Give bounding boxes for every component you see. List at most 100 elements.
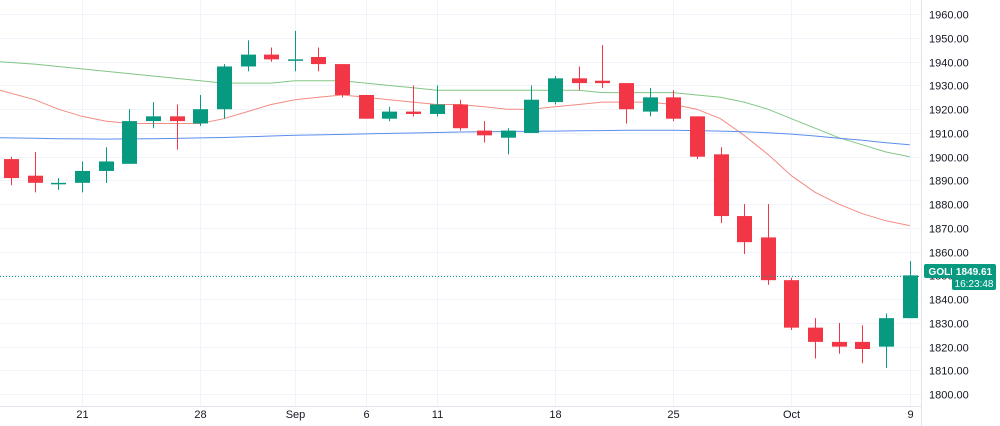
candle: [99, 147, 114, 183]
moving-average-line-1: [0, 61, 910, 158]
candle-body: [548, 78, 563, 103]
candle: [595, 45, 610, 88]
candle-body: [75, 170, 90, 183]
candle-body: [690, 116, 705, 157]
y-tick-label: 1810.00: [929, 366, 969, 378]
y-tick-label: 1910.00: [929, 129, 969, 141]
candle-body: [643, 97, 658, 112]
candle-body: [501, 130, 516, 138]
candle: [406, 85, 421, 117]
candle-body: [430, 104, 445, 114]
candle-body: [784, 280, 799, 328]
candle-body: [122, 121, 137, 164]
candle: [264, 47, 279, 62]
candle: [619, 83, 634, 124]
countdown-label: 16:23:48: [955, 279, 994, 290]
candle: [311, 47, 326, 72]
y-tick-label: 1890.00: [929, 176, 969, 188]
x-tick-label: 21: [76, 409, 88, 421]
candle: [832, 322, 847, 354]
candle-body: [714, 154, 729, 217]
candle: [51, 178, 66, 190]
candle: [690, 116, 705, 160]
candle-body: [524, 99, 539, 133]
candle-body: [241, 54, 256, 67]
candle: [122, 109, 137, 164]
current-price-label: 1849.61: [956, 267, 993, 278]
x-tick-label: 18: [549, 409, 561, 421]
candle-body: [382, 111, 397, 119]
candle-body: [595, 80, 610, 84]
candle: [28, 151, 43, 193]
candle: [241, 40, 256, 72]
candle: [855, 325, 870, 364]
candle-body: [311, 56, 326, 65]
symbol-label: GOLD: [929, 267, 958, 278]
candle: [382, 106, 397, 122]
y-tick-label: 1940.00: [929, 58, 969, 70]
candle: [430, 85, 445, 117]
candle-body: [51, 182, 66, 185]
candle: [808, 318, 823, 359]
x-tick-label: 6: [363, 409, 369, 421]
y-axis-labels: 1800.001810.001820.001830.001840.001850.…: [929, 10, 969, 402]
candle-body: [477, 130, 492, 136]
candle: [643, 87, 658, 117]
x-tick-label: 9: [907, 409, 913, 421]
candle: [359, 94, 374, 119]
candle-body: [666, 97, 681, 119]
y-tick-label: 1960.00: [929, 10, 969, 22]
candle-body: [217, 66, 232, 110]
candle-body: [193, 109, 208, 124]
candle: [288, 30, 303, 72]
y-tick-label: 1880.00: [929, 200, 969, 212]
candle: [524, 85, 539, 133]
candle: [572, 66, 587, 91]
candle-body: [832, 341, 847, 347]
candle-body: [761, 237, 776, 281]
candle-body: [855, 341, 870, 350]
candle-body: [4, 159, 19, 179]
candle-body: [288, 59, 303, 61]
y-tick-label: 1950.00: [929, 34, 969, 46]
candle-body: [99, 161, 114, 171]
y-tick-label: 1900.00: [929, 153, 969, 165]
x-tick-label: Sep: [286, 409, 306, 421]
candle-body: [406, 111, 421, 114]
x-tick-label: 25: [667, 409, 679, 421]
price-tag: [952, 264, 996, 290]
y-tick-label: 1820.00: [929, 343, 969, 355]
candle: [170, 104, 185, 150]
candle-body: [737, 216, 752, 243]
candle: [666, 90, 681, 122]
candle: [548, 75, 563, 105]
y-tick-label: 1870.00: [929, 224, 969, 236]
candle: [714, 147, 729, 224]
candle: [737, 204, 752, 255]
symbol-price-badge: GOLD 1849.61 16:23:48: [924, 264, 996, 290]
candle-body: [572, 78, 587, 84]
candle: [903, 261, 918, 319]
candle-body: [808, 327, 823, 342]
x-tick-label: 28: [194, 409, 206, 421]
candle: [75, 161, 90, 193]
candle-body: [170, 116, 185, 122]
candle: [453, 99, 468, 131]
candle-body: [453, 104, 468, 129]
candle: [193, 94, 208, 126]
price-axis[interactable]: [922, 0, 1000, 426]
candle-body: [28, 175, 43, 183]
candle: [4, 156, 19, 186]
candle: [217, 64, 232, 119]
candle: [879, 313, 894, 369]
candle: [501, 128, 516, 155]
x-tick-label: Oct: [783, 409, 800, 421]
y-tick-label: 1930.00: [929, 81, 969, 93]
candle-body: [264, 54, 279, 60]
candle-body: [335, 64, 350, 95]
x-tick-label: 11: [432, 409, 443, 421]
candle-body: [146, 116, 161, 122]
candle: [146, 102, 161, 129]
